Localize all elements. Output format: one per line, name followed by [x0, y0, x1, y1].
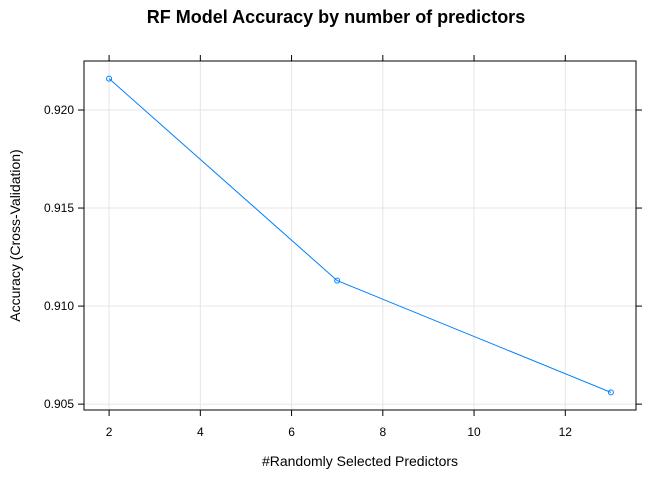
data-point	[106, 75, 113, 82]
y-tick-label: 0.915	[44, 201, 74, 215]
x-axis-label: #Randomly Selected Predictors	[262, 453, 458, 469]
x-tick-label: 12	[559, 425, 573, 439]
y-tick-label: 0.910	[44, 299, 74, 313]
y-tick-label: 0.920	[44, 103, 74, 117]
x-tick-label: 10	[467, 425, 481, 439]
y-tick-label: 0.905	[44, 397, 74, 411]
series-line	[108, 78, 612, 393]
grid	[84, 61, 636, 410]
data-point	[607, 389, 614, 396]
y-axis-label: Accuracy (Cross-Validation)	[7, 149, 23, 321]
chart-title: RF Model Accuracy by number of predictor…	[147, 7, 525, 27]
x-tick-label: 2	[106, 425, 113, 439]
data-point	[334, 277, 341, 284]
tick-labels: 2 4 6 8 10 12 0.905 0.910 0.915 0.920	[44, 103, 572, 439]
series	[106, 75, 614, 396]
x-tick-label: 6	[288, 425, 295, 439]
x-tick-label: 8	[379, 425, 386, 439]
ticks	[78, 55, 642, 416]
plot-frame	[83, 60, 637, 411]
x-tick-label: 4	[197, 425, 204, 439]
